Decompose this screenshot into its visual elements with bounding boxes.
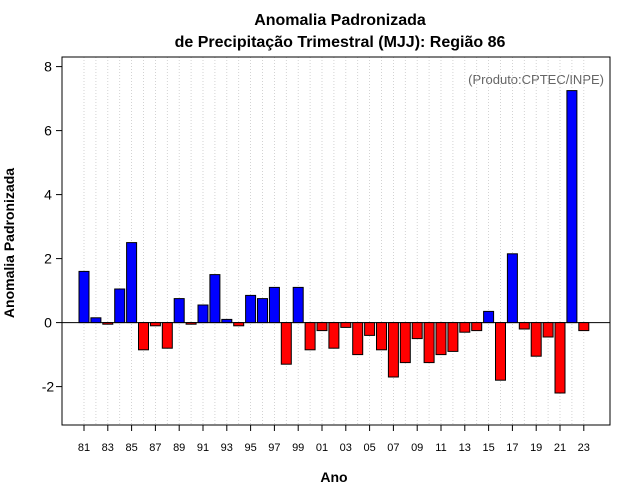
x-tick-label: 93	[221, 442, 233, 454]
bar-2021	[554, 322, 566, 394]
bar-2005	[364, 322, 376, 336]
x-tick-label: 85	[125, 442, 137, 454]
grid-lines	[83, 57, 585, 425]
y-tick-label: -2	[42, 379, 55, 395]
x-axis: 81 83 85 87 89 91 93 95 97 99 01 03 05 07 09 11 13 15 17 19…	[78, 425, 590, 454]
plot-frame	[61, 56, 611, 426]
bar-1987	[149, 322, 161, 327]
bar-1982	[90, 317, 102, 324]
bars	[78, 90, 590, 394]
bar-1994	[233, 322, 245, 327]
y-tick-label: 6	[44, 123, 52, 139]
bar-1998	[280, 322, 292, 365]
x-tick-label: 07	[387, 442, 399, 454]
bar-2008	[399, 322, 411, 364]
bar-1999	[292, 286, 304, 324]
chart-title-line1: Anomalia Padronizada	[254, 12, 426, 29]
bar-2018	[518, 322, 530, 330]
y-axis: -2 0 2 4 6 8	[42, 59, 62, 395]
y-tick-label: 2	[44, 251, 52, 267]
x-tick-label: 11	[435, 442, 446, 454]
x-tick-label: 99	[292, 442, 304, 454]
bar-1983	[102, 322, 114, 325]
bar-2013	[459, 322, 471, 333]
x-tick-label: 15	[482, 442, 494, 454]
x-axis-label: Ano	[320, 469, 347, 485]
bar-2003	[340, 322, 352, 328]
bar-1997	[268, 286, 280, 324]
bar-2020	[542, 322, 554, 338]
bar-1986	[138, 322, 149, 351]
bar-1992	[209, 274, 221, 324]
bar-1985	[126, 242, 138, 324]
y-tick-label: 4	[44, 187, 52, 203]
bar-1993	[221, 318, 233, 324]
bar-1995	[245, 294, 257, 324]
bar-1991	[197, 304, 209, 324]
x-tick-label: 19	[530, 442, 542, 454]
bar-1988	[161, 322, 173, 349]
bar-2002	[328, 322, 340, 349]
bar-2022	[566, 90, 578, 324]
bar-2019	[530, 322, 542, 357]
bar-2016	[495, 322, 506, 381]
bar-2001	[316, 322, 328, 332]
x-tick-label: 97	[268, 442, 280, 454]
x-tick-label: 81	[78, 442, 90, 454]
credit-label: (Produto:CPTEC/INPE)	[468, 72, 604, 87]
x-tick-label: 17	[506, 442, 518, 454]
chart-title-line2: de Precipitação Trimestral (MJJ): Região…	[175, 34, 506, 51]
x-tick-label: 89	[173, 442, 185, 454]
x-tick-label: 21	[554, 442, 566, 454]
bar-2010	[423, 322, 435, 364]
x-tick-label: 05	[363, 442, 375, 454]
x-tick-label: 91	[197, 442, 209, 454]
y-tick-label: 8	[44, 59, 52, 75]
bar-2023	[578, 322, 590, 332]
x-tick-label: 13	[459, 442, 471, 454]
bar-2011	[435, 322, 447, 356]
bar-1990	[185, 322, 197, 325]
bar-2006	[376, 322, 387, 351]
bar-2004	[352, 322, 364, 356]
bar-1996	[257, 298, 268, 324]
bar-1989	[173, 298, 185, 324]
bar-2014	[471, 322, 483, 332]
x-tick-label: 03	[340, 442, 352, 454]
x-tick-label: 95	[244, 442, 256, 454]
bar-2009	[411, 322, 423, 340]
x-tick-label: 87	[149, 442, 161, 454]
x-tick-label: 23	[578, 442, 590, 454]
x-tick-label: 83	[102, 442, 114, 454]
y-tick-label: 0	[44, 315, 52, 331]
x-tick-label: 09	[411, 442, 423, 454]
bar-2017	[506, 253, 518, 324]
bar-2000	[304, 322, 316, 351]
bar-2012	[447, 322, 459, 352]
bar-2007	[387, 322, 399, 378]
bar-2015	[483, 310, 495, 324]
bar-1981	[78, 270, 90, 324]
y-axis-label: Anomalia Padronizada	[1, 168, 17, 318]
bar-1984	[114, 288, 126, 324]
x-tick-label: 01	[316, 442, 328, 454]
